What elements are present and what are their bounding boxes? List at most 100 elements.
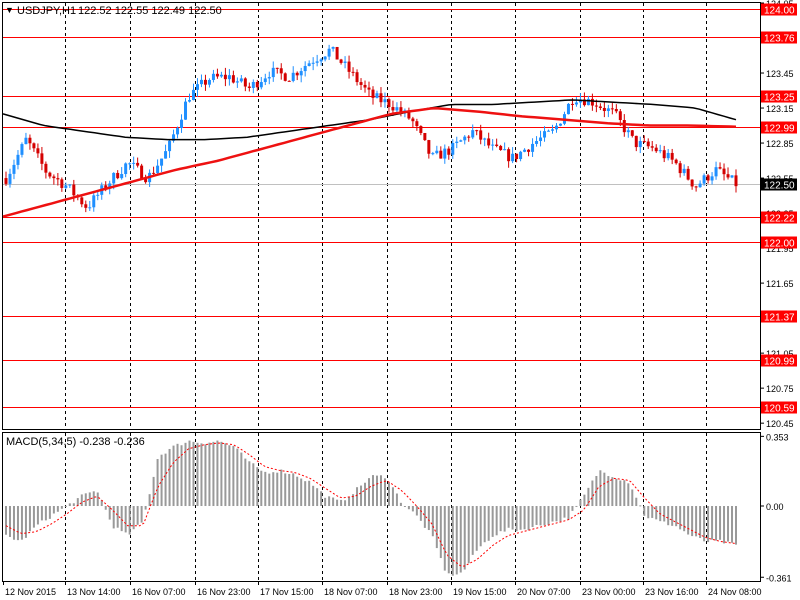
price-tick-11: 120.75 [766,384,794,394]
candle-body-29 [120,174,124,179]
level-tag-bg-4 [761,211,797,224]
candle-body-9 [40,153,44,164]
macd-bar-158 [635,497,638,507]
time-tick-2: 16 Nov 07:00 [132,587,186,597]
candle-body-58 [235,81,239,83]
macd-bar-54 [220,441,223,507]
level-tag-1: 123.76 [764,34,795,45]
candle-body-32 [132,162,136,164]
macd-bar-151 [607,476,610,507]
macd-bar-60 [244,458,247,507]
level-tag-bg-0 [761,3,797,16]
macd-bar-24 [100,500,103,507]
candle-body-61 [247,86,251,88]
candle-body-76 [307,63,311,66]
candle-body-55 [223,74,227,80]
time-tick-8: 20 Nov 07:00 [517,587,571,597]
candle-body-169 [678,163,682,174]
macd-bar-50 [204,444,207,507]
candle-body-123 [495,144,499,146]
candle-body-124 [499,145,503,150]
macd-bar-176 [707,506,710,543]
candle-body-133 [535,141,539,144]
candle-body-170 [682,168,686,174]
candle-body-180 [722,168,726,175]
candle-body-75 [303,65,307,72]
macd-bar-105 [423,506,426,528]
level-tags: 124.00123.76123.25122.99122.22122.00121.… [761,3,797,415]
macd-bar-127 [511,506,514,530]
macd-bar-43 [176,443,179,507]
candle-body-96 [387,99,391,108]
candle-body-161 [646,141,650,147]
candle-body-88 [355,72,359,83]
candle-body-26 [108,183,112,189]
candle-body-139 [558,123,562,126]
macd-bar-25 [104,506,107,510]
candle-body-166 [666,152,670,159]
macd-bar-125 [503,506,506,532]
candle-body-177 [710,176,714,181]
candle-body-90 [363,84,367,88]
candle-body-85 [343,61,347,63]
candle-body-95 [383,99,387,103]
macd-bar-0 [5,506,7,535]
candle-body-115 [463,136,467,141]
macd-bar-63 [256,467,259,507]
candle-body-10 [44,163,48,173]
macd-bar-120 [483,506,486,543]
candlestick-series [4,44,738,213]
candle-body-42 [172,134,176,141]
level-tag-5: 122.00 [764,239,795,250]
candle-body-7 [32,143,36,149]
macd-bar-173 [695,506,698,537]
macd-bar-96 [387,482,390,507]
candle-body-50 [203,79,207,85]
candle-body-54 [219,74,223,77]
candle-body-83 [335,46,339,60]
vertical-grid [65,3,707,581]
level-tag-4: 122.22 [764,214,795,225]
macd-bar-163 [655,506,658,520]
candle-body-165 [662,150,666,159]
macd-bar-29 [120,506,123,532]
candle-body-81 [327,48,331,57]
macd-bar-82 [332,497,335,507]
candle-body-106 [427,140,431,154]
macd-bar-4 [20,506,23,540]
macd-bar-87 [352,494,355,507]
macd-bar-74 [300,478,303,507]
macd-bar-113 [455,506,458,575]
macd-bar-117 [471,506,474,555]
macd-bar-142 [571,506,574,511]
candle-body-128 [515,153,519,160]
candle-body-145 [582,99,586,106]
macd-bar-65 [264,471,267,507]
candle-body-157 [630,130,634,136]
candle-body-33 [136,162,140,166]
time-tick-5: 18 Nov 07:00 [324,587,378,597]
macd-bar-76 [308,480,311,507]
candle-body-82 [331,46,335,49]
candle-body-120 [483,138,487,140]
macd-bar-19 [80,494,83,507]
candle-body-20 [84,204,88,208]
candle-body-14 [60,179,64,188]
macd-bar-23 [96,492,99,507]
macd-bar-11 [48,506,51,519]
level-tag-bg-3 [761,121,797,134]
macd-bar-147 [591,480,594,507]
price-tick-8: 121.65 [766,279,794,289]
macd-bar-146 [587,487,590,507]
candle-body-119 [479,130,483,140]
candle-body-49 [199,79,203,85]
macd-bar-3 [16,506,19,541]
macd-bar-136 [547,506,550,525]
candle-body-23 [96,194,100,196]
macd-bar-67 [272,472,275,507]
macd-tick-2: -0.361 [766,573,792,583]
macd-bar-172 [691,506,694,537]
macd-bar-22 [92,491,95,507]
macd-bar-44 [180,445,183,507]
price-tick-2: 123.45 [766,69,794,79]
